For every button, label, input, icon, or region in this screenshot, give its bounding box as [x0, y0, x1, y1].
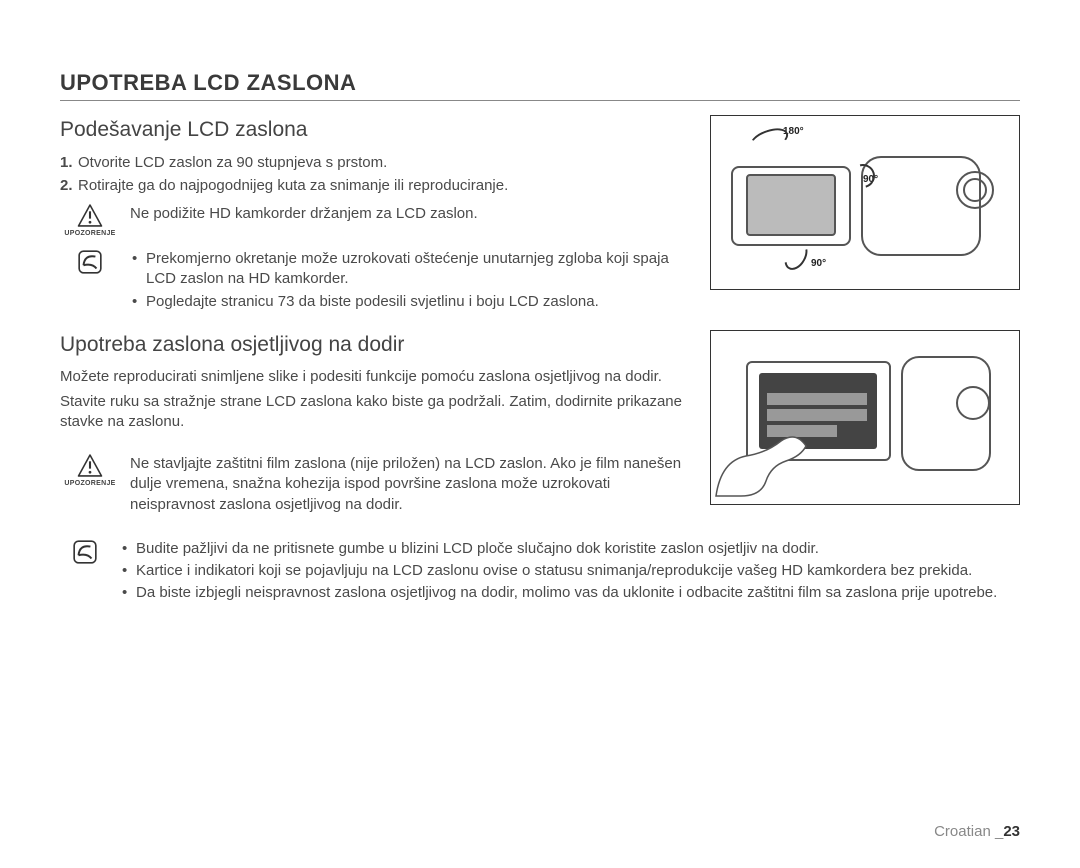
figure-2-col [710, 330, 1020, 521]
note-list-2: Budite pažljivi da ne pritisnete gumbe u… [120, 539, 1020, 606]
note-1-2: Pogledajte stranicu 73 da biste podesili… [130, 292, 690, 312]
figure-touch-screen [710, 330, 1020, 505]
warning-caption-2: UPOZORENJE [64, 479, 115, 489]
note-1-1: Prekomjerno okretanje može uzrokovati oš… [130, 249, 690, 290]
warning-text-2: Ne stavljajte zaštitni film zaslona (nij… [130, 454, 690, 515]
warning-caption: UPOZORENJE [64, 229, 115, 239]
warning-block-1: UPOZORENJE Ne podižite HD kamkorder drža… [60, 204, 690, 239]
step-1: Otvorite LCD zaslon za 90 stupnjeva s pr… [60, 152, 690, 173]
section1-text: Podešavanje LCD zaslona Otvorite LCD zas… [60, 115, 690, 324]
note-2-2: Kartice i indikatori koji se pojavljuju … [120, 561, 1020, 581]
warning-text-1: Ne podižite HD kamkorder držanjem za LCD… [130, 204, 690, 224]
figure-1-col: 180° 90° 90° [710, 115, 1020, 306]
section1-steps: Otvorite LCD zaslon za 90 stupnjeva s pr… [60, 152, 690, 196]
figure-camcorder-angles: 180° 90° 90° [710, 115, 1020, 290]
note-block-1: Prekomjerno okretanje može uzrokovati oš… [60, 249, 690, 314]
warning-block-2: UPOZORENJE Ne stavljajte zaštitni film z… [60, 454, 690, 515]
footer-page: 23 [1003, 823, 1020, 840]
page-title: UPOTREBA LCD ZASLONA [60, 70, 1020, 101]
section2-text: Upotreba zaslona osjetljivog na dodir Mo… [60, 330, 690, 525]
angle-90b: 90° [811, 258, 826, 269]
step-2: Rotirajte ga do najpogodnijeg kuta za sn… [60, 175, 690, 196]
note-list-1: Prekomjerno okretanje može uzrokovati oš… [130, 249, 690, 314]
note-block-2: Budite pažljivi da ne pritisnete gumbe u… [60, 539, 1020, 606]
note-2-3: Da biste izbjegli neispravnost zaslona o… [120, 583, 1020, 603]
page-footer: Croatian _23 [934, 823, 1020, 840]
note-2-1: Budite pažljivi da ne pritisnete gumbe u… [120, 539, 1020, 559]
section-touch: Upotreba zaslona osjetljivog na dodir Mo… [60, 330, 1020, 525]
section-lcd-adjust: Podešavanje LCD zaslona Otvorite LCD zas… [60, 115, 1020, 324]
warning-icon: UPOZORENJE [60, 204, 120, 239]
footer-lang: Croatian [934, 823, 991, 840]
section1-title: Podešavanje LCD zaslona [60, 115, 690, 144]
section2-para1: Možete reproducirati snimljene slike i p… [60, 367, 690, 387]
section2-para2: Stavite ruku sa stražnje strane LCD zasl… [60, 392, 690, 433]
note-icon [60, 249, 120, 275]
section2-title: Upotreba zaslona osjetljivog na dodir [60, 330, 690, 359]
note-icon-2 [60, 539, 110, 565]
warning-icon-2: UPOZORENJE [60, 454, 120, 489]
